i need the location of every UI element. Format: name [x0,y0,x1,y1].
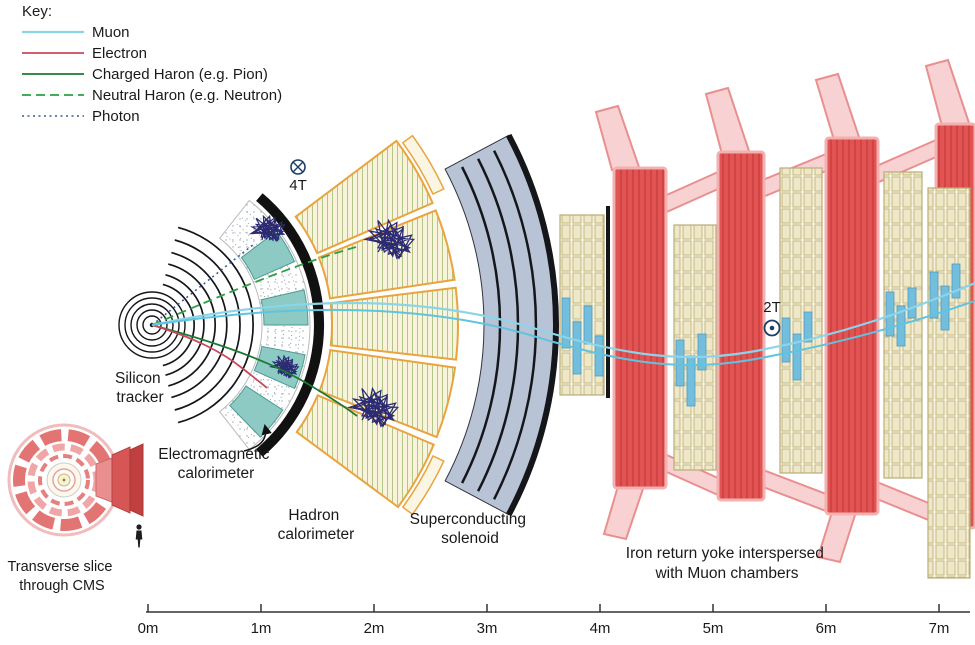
inset-hcal-ring [38,454,90,506]
yoke-slab [824,136,880,516]
distance-axis: 0m 1m 2m 3m 4m 5m 6m 7m [138,604,970,637]
axis-tick-label: 7m [929,620,950,637]
legend-title: Key: [22,3,52,20]
legend-label-muon: Muon [92,24,130,41]
yoke-strut [757,466,827,513]
field-2t: 2T [763,299,781,337]
yoke-strut [871,478,937,525]
axis-tick-label: 2m [364,620,385,637]
em-calorimeter-label: Electromagnetic calorimeter [158,446,273,482]
solenoid-label: Superconducting solenoid [410,511,531,547]
hcal-segment [329,286,459,361]
legend-item-charged-hadron: Charged Haron (e.g. Pion) [22,66,268,83]
yoke-top-tab [704,86,752,155]
yoke-slab [612,166,668,490]
muon-chamber-hit [675,339,685,387]
inset-endcap-1 [95,457,113,503]
hcal-segment [317,209,456,300]
axis-tick-label: 6m [816,620,837,637]
legend-item-muon: Muon [22,24,130,41]
legend-label-electron: Electron [92,45,147,62]
muon-chamber-hit [929,271,939,319]
field-2t-label: 2T [763,299,781,316]
axis-tick-labels: 0m 1m 2m 3m 4m 5m 6m 7m [138,620,950,637]
ecal-outer-black-arc [256,193,325,457]
muon-chamber-hit [781,317,791,363]
field-4t-label: 4T [289,177,307,194]
silicon-tracker [118,226,254,424]
muon-chamber-hit [951,263,961,299]
human-figure-icon [135,524,143,548]
legend-item-neutral-hadron: Neutral Haron (e.g. Neutron) [22,87,282,104]
muon-chamber-hit [940,285,950,331]
ecal-crystal [260,289,309,326]
return-yoke-label: Iron return yoke interspersed with Muon … [626,545,828,582]
yoke-slab [716,150,766,502]
muon-chamber-hit [792,333,802,381]
legend: Key: Muon Electron Charged Haron (e.g. P… [22,3,282,125]
axis-ticks [147,604,940,612]
muon-chamber-hit [594,335,604,377]
ecal-crystal [240,230,296,281]
charged-hadron-track [151,324,358,417]
inset-endcap-2 [111,446,131,514]
muon-chamber-hit [697,333,707,371]
inset-center-dot [62,478,66,482]
yoke-strut [659,170,719,217]
muon-track-2 [151,300,975,367]
solenoid-winding-arcs [460,133,560,517]
iron-return-yoke [559,58,975,579]
muon-chamber-hit [907,287,917,319]
muon-chamber-hit [803,311,813,343]
silicon-tracker-label: Silicon tracker [115,370,165,406]
legend-label-photon: Photon [92,108,140,125]
hcal-segment [295,393,436,509]
axis-tick-label: 4m [590,620,611,637]
axis-tick-label: 3m [477,620,498,637]
muon-chamber-hit [583,305,593,345]
cms-endview-inset [7,423,144,548]
muon-track [151,281,975,359]
superconducting-solenoid [444,133,560,517]
legend-item-electron: Electron [22,45,147,62]
detector-labels: Silicon tracker Electromagnetic calorime… [7,370,828,594]
em-calorimeter-arrow [243,423,272,452]
electron-track [151,324,268,389]
muon-chamber-hit [686,355,696,407]
inset-caption: Transverse slice through CMS [7,559,116,594]
hadron-calorimeter [294,134,459,516]
yoke-divider-line [606,206,610,398]
muon-chamber [927,187,971,579]
legend-label-charged-hadron: Charged Haron (e.g. Pion) [92,66,268,83]
axis-tick-label: 5m [703,620,724,637]
yoke-top-tab [924,58,972,127]
axis-tick-label: 0m [138,620,159,637]
particle-tracks [151,243,975,417]
muon-chamber-hit [561,297,571,349]
legend-label-neutral-hadron: Neutral Haron (e.g. Neutron) [92,87,282,104]
yoke-top-tab [814,72,862,141]
axis-tick-label: 1m [251,620,272,637]
yoke-bottom-tab [602,485,646,541]
hadron-calorimeter-label: Hadron calorimeter [278,507,355,543]
inset-endcap-3 [129,443,144,517]
legend-item-photon: Photon [22,108,140,125]
field-4t: 4T [289,159,307,194]
yoke-top-tab [594,104,642,171]
